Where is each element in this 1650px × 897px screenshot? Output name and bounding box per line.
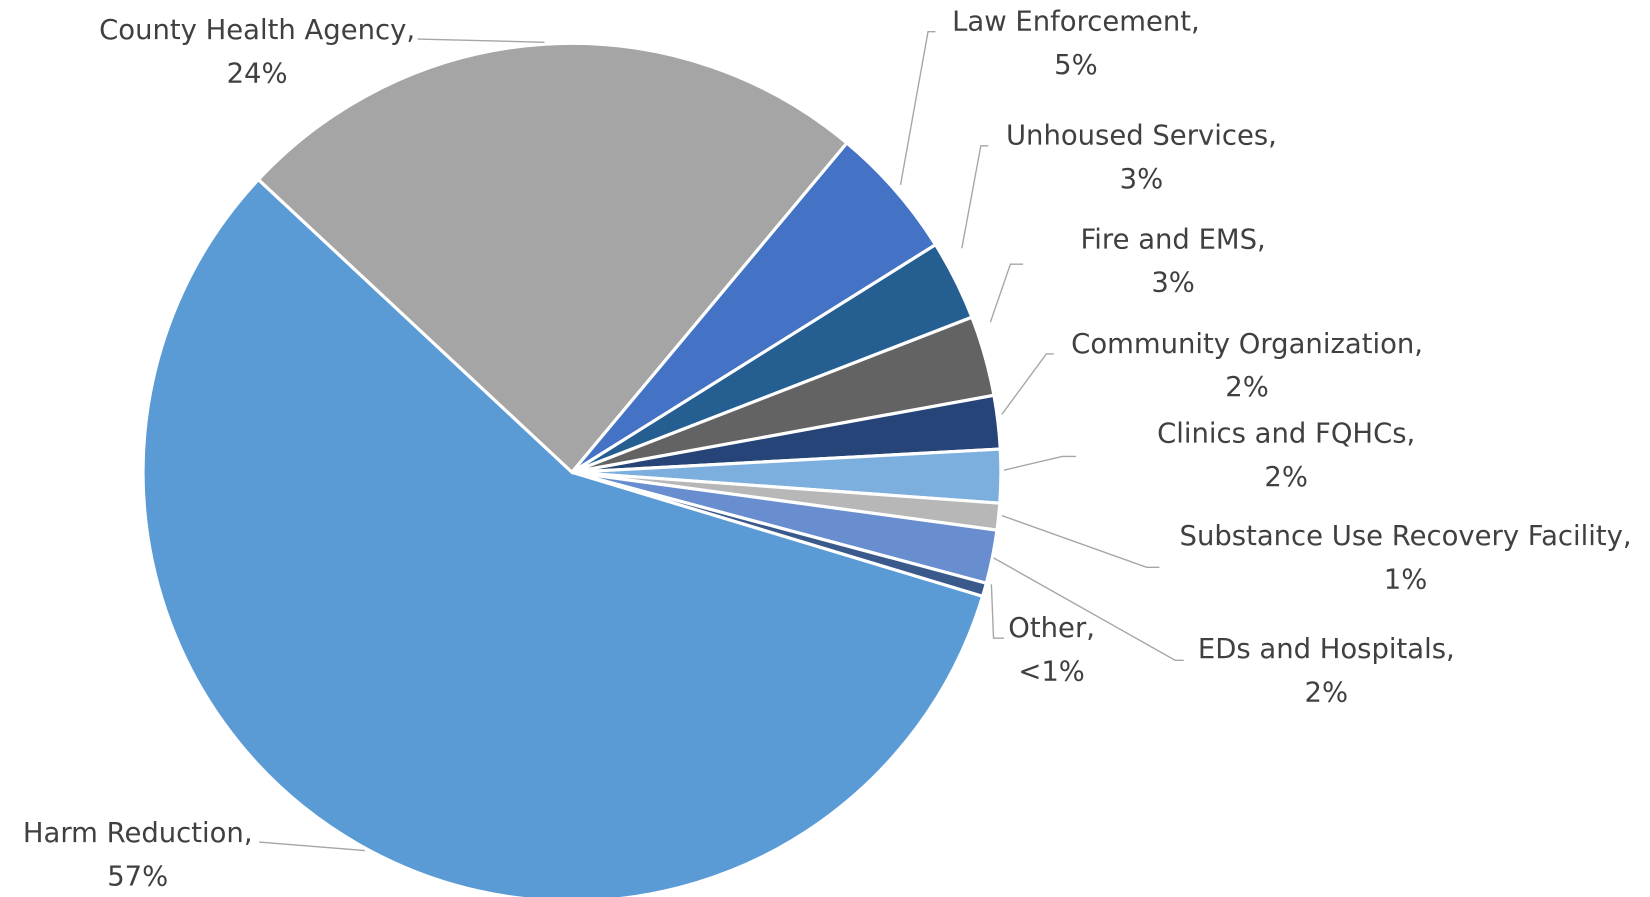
pie-slice (571, 470, 989, 599)
leader-line (1003, 455, 1076, 471)
leader-line (961, 145, 989, 249)
slice-value-label: 3% (1120, 164, 1164, 195)
slice-label: Other, (1008, 613, 1095, 644)
slice-label: Fire and EMS, (1080, 224, 1265, 255)
slice-value-label: 3% (1151, 268, 1195, 299)
slice-value-label: 57% (107, 861, 168, 892)
slice-label: Unhoused Services, (1006, 121, 1277, 152)
leader-line (993, 557, 1184, 662)
leader-line (899, 31, 936, 186)
slice-value-label: 2% (1305, 678, 1349, 709)
leader-line (990, 584, 1005, 639)
slice-label: Harm Reduction, (23, 818, 253, 849)
slice-value-label: 24% (227, 58, 288, 89)
leader-line (417, 38, 545, 43)
leader-line (259, 841, 365, 852)
pie-slice (256, 41, 850, 475)
slice-label: Law Enforcement, (952, 7, 1200, 38)
leader-line (1001, 514, 1160, 569)
slice-value-label: 2% (1225, 372, 1269, 403)
slice-label: Community Organization, (1071, 329, 1423, 360)
slice-label: County Health Agency, (99, 15, 415, 46)
slice-value-label: <1% (1018, 656, 1085, 687)
slice-label: Clinics and FQHCs, (1157, 419, 1415, 450)
slice-value-label: 1% (1384, 564, 1428, 595)
slice-label: Substance Use Recovery Facility, (1180, 521, 1632, 552)
leader-line (989, 263, 1024, 323)
slice-value-label: 5% (1054, 50, 1098, 81)
leader-line (1001, 353, 1054, 415)
slice-value-label: 2% (1264, 462, 1308, 493)
slice-label: EDs and Hospitals, (1198, 634, 1455, 665)
pie-slice (141, 177, 985, 897)
